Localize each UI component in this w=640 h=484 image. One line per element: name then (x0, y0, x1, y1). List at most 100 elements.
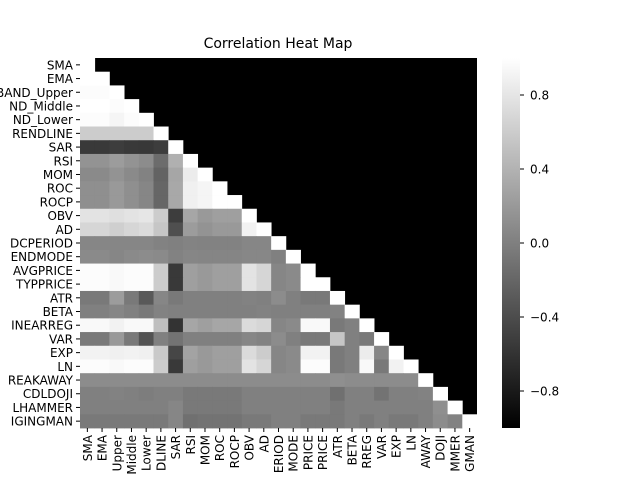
y-tick-labels: SMAEMABAND_UpperND_MiddleND_LowerRENDLIN… (0, 58, 80, 429)
heatmap-cell (300, 304, 316, 319)
heatmap-cell (359, 318, 375, 333)
heatmap-cell (197, 249, 213, 264)
heatmap-cell (138, 345, 154, 360)
heatmap-cell (94, 290, 110, 306)
heatmap-cell (80, 236, 96, 251)
x-tick-label: Lower (140, 435, 154, 471)
heatmap-cell (124, 112, 140, 127)
heatmap-cell (94, 332, 110, 347)
heatmap-cell (241, 263, 257, 278)
heatmap-cell (80, 277, 96, 292)
heatmap-cell (109, 181, 125, 196)
x-tick-label: ROCP (228, 435, 242, 468)
heatmap-cell (124, 345, 140, 360)
x-tick-label: Middle (125, 435, 139, 475)
heatmap-cell (241, 386, 257, 401)
heatmap-cell (432, 414, 448, 429)
heatmap-cell (124, 208, 140, 223)
heatmap-cell (300, 386, 316, 401)
heatmap-cell (388, 373, 404, 388)
colorbar (502, 58, 520, 428)
heatmap-cell (124, 359, 140, 374)
heatmap-cell (241, 249, 257, 264)
heatmap-cell (271, 304, 287, 319)
heatmap-cell (285, 400, 301, 415)
heatmap-cell (329, 359, 346, 374)
heatmap-cell (197, 332, 213, 347)
heatmap-cell (153, 126, 169, 141)
heatmap-cell (124, 181, 140, 196)
heatmap-cell (80, 373, 96, 388)
heatmap-cell (256, 304, 272, 319)
x-tick-labels: SMA EMA Upper Middle Lower DLINE SAR RSI MOM ROC R… (81, 428, 477, 475)
heatmap-cell (197, 195, 213, 210)
heatmap-cell (344, 400, 360, 415)
heatmap-cell (212, 195, 228, 210)
heatmap-cell (138, 277, 154, 292)
heatmap-cell (227, 236, 243, 251)
heatmap-cell (212, 263, 228, 278)
y-tick-label: AVGPRICE (13, 264, 73, 278)
heatmap-cell (182, 153, 199, 169)
heatmap-cell (197, 373, 213, 388)
heatmap-cell (153, 318, 169, 333)
heatmap-cell (153, 222, 169, 237)
heatmap-cell (153, 236, 169, 251)
heatmap-cell (94, 71, 110, 86)
y-tick-label: ENDMODE (11, 250, 73, 264)
heatmap-cell (344, 386, 360, 401)
heatmap-cell (109, 263, 125, 278)
heatmap-cell (182, 318, 199, 333)
heatmap-cell (256, 263, 272, 278)
heatmap-cell (344, 373, 360, 388)
heatmap-cell (447, 400, 463, 415)
heatmap-cell (256, 290, 272, 306)
heatmap-cell (212, 236, 228, 251)
heatmap-cell (109, 167, 125, 182)
heatmap-cell (300, 290, 316, 306)
heatmap-cell (168, 304, 184, 319)
heatmap-cell (153, 167, 169, 182)
x-tick-label: MOM (198, 435, 212, 465)
heatmap-cell (94, 249, 110, 264)
heatmap-cell (315, 414, 331, 429)
heatmap-cell (182, 332, 199, 347)
heatmap-cell (109, 414, 125, 429)
heatmap-cell (227, 277, 243, 292)
heatmap-cell (124, 222, 140, 237)
heatmap-cell (109, 153, 125, 169)
heatmap-cell (109, 236, 125, 251)
heatmap-cell (256, 345, 272, 360)
heatmap-cell (271, 400, 287, 415)
y-tick-label: BETA (43, 305, 74, 319)
heatmap-cell (227, 386, 243, 401)
heatmap-cells (80, 58, 478, 429)
colorbar-tick-label: 0.0 (530, 237, 549, 251)
heatmap-cell (212, 208, 228, 223)
heatmap-cell (153, 332, 169, 347)
heatmap-cell (300, 345, 316, 360)
heatmap-cell (94, 85, 110, 100)
heatmap-cell (168, 400, 184, 415)
heatmap-cell (182, 386, 199, 401)
heatmap-cell (124, 304, 140, 319)
heatmap-cell (359, 386, 375, 401)
heatmap-cell (285, 373, 301, 388)
heatmap-cell (315, 400, 331, 415)
heatmap-cell (256, 332, 272, 347)
heatmap-cell (124, 386, 140, 401)
heatmap-cell (109, 222, 125, 237)
heatmap-cell (94, 99, 110, 114)
heatmap-cell (182, 208, 199, 223)
heatmap-cell (94, 318, 110, 333)
heatmap-cell (153, 290, 169, 306)
heatmap-cell (359, 359, 375, 374)
heatmap-cell (388, 345, 404, 360)
heatmap-cell (241, 222, 257, 237)
heatmap-cell (80, 290, 96, 306)
heatmap-cell (153, 373, 169, 388)
heatmap-cell (197, 414, 213, 429)
heatmap-cell (109, 359, 125, 374)
heatmap-cell (182, 181, 199, 196)
heatmap-cell (182, 277, 199, 292)
